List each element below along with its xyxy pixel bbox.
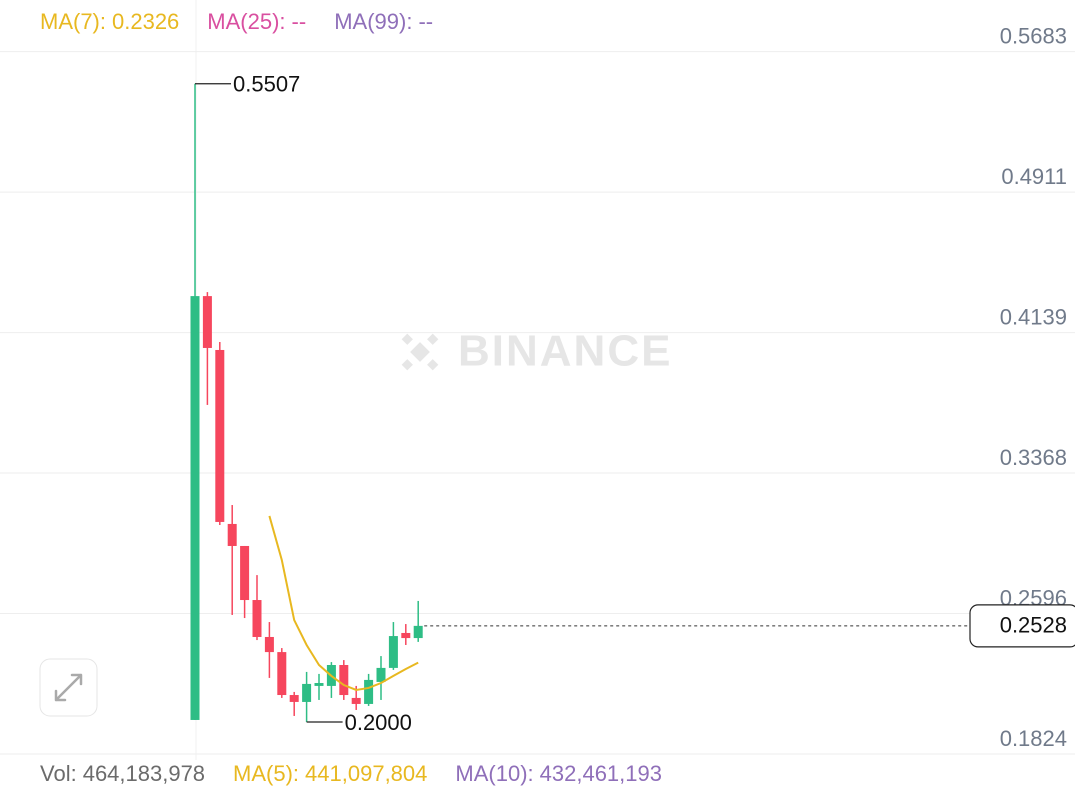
expand-button[interactable] [39, 658, 98, 717]
candle [401, 624, 411, 645]
candle-body [215, 349, 225, 522]
last-price-label: 0.2528 [1000, 613, 1067, 638]
legend-name: MA(5): [233, 761, 299, 786]
legend-value: -- [292, 9, 307, 34]
annotation-label: 0.5507 [233, 72, 300, 97]
legend-value: 432,461,193 [540, 761, 662, 786]
watermark: BINANCE [401, 327, 672, 376]
candle [227, 505, 237, 615]
candle-body [302, 683, 312, 702]
y-tick-label: 0.1824 [1000, 726, 1067, 751]
legend-value: 441,097,804 [305, 761, 427, 786]
candle [376, 656, 386, 700]
legend-name: Vol: [40, 761, 77, 786]
candle [413, 600, 423, 642]
candle-body [252, 600, 262, 637]
legend-name: MA(99): [334, 9, 412, 34]
y-tick-label: 0.5683 [1000, 23, 1067, 48]
candle-body [364, 679, 374, 704]
candle-body [202, 296, 212, 348]
candle-body [190, 296, 200, 720]
ma-line [268, 515, 419, 691]
candle [302, 671, 312, 722]
candle [388, 622, 398, 670]
candle [240, 545, 250, 619]
expand-icon[interactable] [54, 673, 83, 702]
annotation-label: 0.2000 [345, 710, 412, 735]
legend-name: MA(7): [40, 9, 106, 34]
legend-value: 0.2326 [112, 9, 179, 34]
candle-body [351, 697, 361, 704]
y-tick-label: 0.4911 [1001, 164, 1067, 189]
candle-body [227, 523, 237, 546]
candle [252, 575, 262, 641]
candle [190, 83, 200, 720]
candle-body [240, 545, 250, 601]
y-tick-label: 0.3368 [1000, 445, 1067, 470]
legend-name: MA(10): [455, 761, 533, 786]
legend-value: -- [418, 9, 433, 34]
watermark-text: BINANCE [458, 327, 672, 376]
candle-body [388, 636, 398, 668]
last-price-box [969, 604, 1075, 648]
candle-body [264, 636, 274, 653]
y-tick-label: 0.4139 [1000, 304, 1067, 329]
candle [277, 648, 287, 698]
candle [326, 662, 336, 698]
candle-body [314, 683, 324, 686]
candle-body [277, 652, 287, 696]
candle [364, 673, 374, 706]
candle-body [413, 625, 423, 639]
candle [202, 292, 212, 405]
candle-body [339, 665, 349, 696]
candle [215, 341, 225, 526]
candle [314, 673, 324, 700]
candle [264, 622, 274, 678]
watermark-logo [401, 333, 439, 371]
candle-body [376, 667, 386, 682]
legend-name: MA(25): [207, 9, 285, 34]
candle [339, 660, 349, 700]
legend-value: 464,183,978 [83, 761, 205, 786]
candle-body [289, 695, 299, 702]
candle [289, 691, 299, 716]
candle-body [401, 632, 411, 639]
